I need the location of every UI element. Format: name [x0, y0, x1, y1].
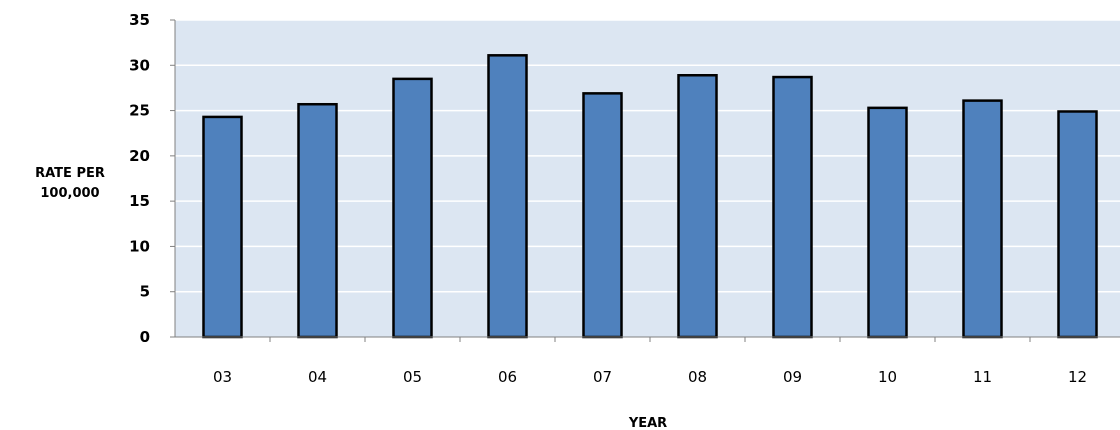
- x-tick-label: 05: [403, 368, 422, 386]
- x-axis-title: YEAR: [628, 416, 667, 430]
- x-tick-label: 10: [878, 368, 897, 386]
- bar: [677, 73, 718, 339]
- y-axis-title-line1: RATE PER: [35, 166, 105, 181]
- bar: [487, 54, 528, 339]
- y-tick-label: 5: [140, 283, 150, 301]
- x-tick-label: 08: [688, 368, 707, 386]
- bar: [297, 102, 338, 339]
- y-tick-label: 30: [129, 56, 150, 74]
- bar: [582, 92, 623, 339]
- x-tick-label: 03: [213, 368, 232, 386]
- x-tick-labels: 03 04 05 06 07 08 09 10 11 12: [213, 368, 1087, 386]
- bar: [202, 115, 243, 339]
- x-tick-label: 11: [973, 368, 992, 386]
- y-tick-label: 35: [129, 11, 150, 29]
- y-tick-label: 10: [129, 237, 150, 255]
- y-tick-label: 20: [129, 147, 150, 165]
- x-tick-label: 04: [308, 368, 327, 386]
- x-tick-label: 06: [498, 368, 517, 386]
- y-tick-label: 25: [129, 102, 150, 120]
- y-tick-label: 0: [140, 328, 150, 346]
- x-tick-label: 09: [783, 368, 802, 386]
- y-tick-label: 15: [129, 192, 150, 210]
- bar: [867, 106, 908, 339]
- bar: [962, 99, 1003, 339]
- x-tick-label: 07: [593, 368, 612, 386]
- axes: [170, 19, 1120, 342]
- bar: [772, 75, 813, 339]
- y-axis-title-line2: 100,000: [40, 186, 99, 201]
- bar: [1057, 110, 1098, 339]
- bar: [392, 77, 433, 339]
- y-tick-labels: 0 5 10 15 20 25 30 35: [129, 11, 150, 346]
- x-tick-label: 12: [1068, 368, 1087, 386]
